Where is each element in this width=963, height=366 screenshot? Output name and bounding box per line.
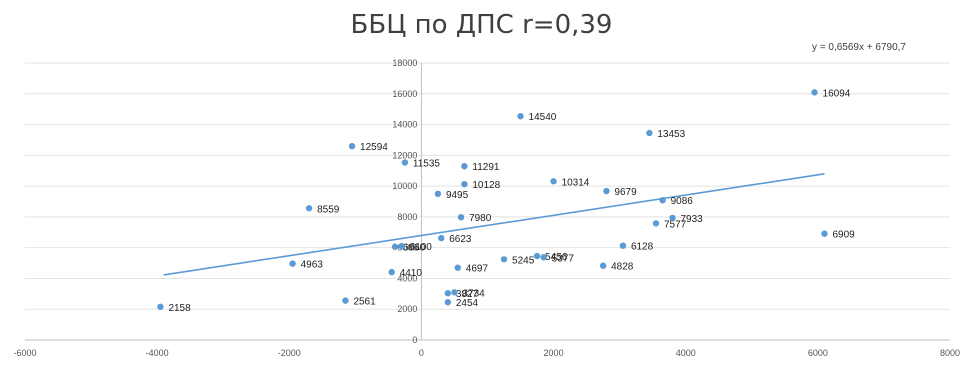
data-point xyxy=(461,163,468,170)
data-point xyxy=(646,129,653,137)
y-tick-label: 12000 xyxy=(392,150,417,160)
data-label: 10314 xyxy=(562,177,590,188)
data-label: 2561 xyxy=(353,297,376,308)
x-axis: -6000 -4000 -2000 0 2000 4000 6000 8000 xyxy=(13,348,960,358)
data-label: 6100 xyxy=(410,242,433,253)
data-point xyxy=(157,303,164,310)
data-point xyxy=(289,260,296,267)
data-label: 3827 xyxy=(456,289,479,300)
y-tick-label: 4000 xyxy=(397,273,417,283)
data-label: 13453 xyxy=(657,129,685,140)
y-tick-label: 2000 xyxy=(397,304,417,314)
data-label: 11291 xyxy=(472,162,500,173)
data-point xyxy=(305,205,313,212)
data-label: 4697 xyxy=(466,264,489,275)
data-point xyxy=(652,220,660,227)
data-label: 9679 xyxy=(614,187,637,198)
data-label: 2454 xyxy=(456,298,479,309)
data-label: 10128 xyxy=(472,180,500,191)
data-label: 5377 xyxy=(552,253,575,264)
data-label: 6060 xyxy=(403,243,426,254)
trendline-equation: y = 0,6569x + 6790,7 xyxy=(812,42,906,53)
data-label: 6128 xyxy=(631,242,654,253)
data-point xyxy=(398,242,405,250)
x-tick-label: -2000 xyxy=(278,348,301,358)
data-label: 11535 xyxy=(413,158,441,169)
data-point xyxy=(438,234,445,242)
data-point xyxy=(391,243,399,250)
data-point xyxy=(550,178,557,185)
y-tick-label: 6000 xyxy=(397,243,417,253)
data-label: 7980 xyxy=(469,213,492,224)
data-point xyxy=(811,89,818,96)
data-point xyxy=(388,268,395,276)
data-point xyxy=(401,159,409,166)
data-point xyxy=(451,289,458,296)
y-axis: 0 2000 4000 6000 8000 10000 12000 14000 16000 180… xyxy=(392,58,422,345)
gridlines xyxy=(25,62,950,341)
x-tick-label: 2000 xyxy=(544,348,564,358)
data-label: 4828 xyxy=(611,262,634,273)
data-label: 8559 xyxy=(317,204,340,215)
data-point xyxy=(454,264,461,271)
x-tick-label: 4000 xyxy=(676,348,696,358)
y-tick-label: 14000 xyxy=(392,120,417,130)
data-label: 7577 xyxy=(664,219,687,230)
data-label: 3734 xyxy=(462,288,485,299)
trendline-path xyxy=(163,173,825,276)
y-tick-label: 0 xyxy=(412,335,417,345)
y-tick-label: 10000 xyxy=(392,181,417,191)
data-point xyxy=(821,230,828,237)
data-point xyxy=(599,262,607,269)
x-tick-label: 0 xyxy=(419,348,424,358)
data-point xyxy=(500,256,508,263)
data-label: 5456 xyxy=(545,252,568,263)
x-tick-label: 6000 xyxy=(808,348,828,358)
data-point xyxy=(603,187,610,195)
data-point xyxy=(517,113,524,120)
data-point xyxy=(434,190,442,198)
data-point xyxy=(669,214,676,222)
chart-title: ББЦ по ДПС r=0,39 xyxy=(350,10,613,40)
data-label: 12594 xyxy=(360,142,388,153)
data-label: 7933 xyxy=(681,214,704,225)
data-label: 16094 xyxy=(823,88,851,99)
data-point xyxy=(533,252,541,260)
data-point xyxy=(444,299,452,306)
data-point xyxy=(348,142,356,150)
data-point xyxy=(659,196,666,204)
data-label: 6623 xyxy=(449,234,472,245)
y-tick-label: 16000 xyxy=(392,89,417,99)
data-point xyxy=(444,290,452,297)
data-point xyxy=(457,213,465,221)
data-label: 14540 xyxy=(529,112,557,123)
trendline xyxy=(163,173,825,276)
data-label: 4963 xyxy=(301,260,324,271)
y-tick-label: 18000 xyxy=(392,58,417,68)
data-point xyxy=(342,297,349,304)
x-tick-label: -4000 xyxy=(146,348,169,358)
data-label: 5245 xyxy=(512,255,535,266)
data-label: 9495 xyxy=(446,190,469,201)
data-label: 2158 xyxy=(168,303,191,314)
x-tick-label: -6000 xyxy=(13,348,36,358)
data-label: 6909 xyxy=(832,230,855,241)
x-tick-label: 8000 xyxy=(940,348,960,358)
data-point xyxy=(540,254,547,261)
data-point xyxy=(461,180,468,188)
y-tick-label: 8000 xyxy=(397,212,417,222)
data-label: 4410 xyxy=(400,268,423,279)
data-label: 9086 xyxy=(671,196,694,207)
data-point xyxy=(619,242,627,249)
